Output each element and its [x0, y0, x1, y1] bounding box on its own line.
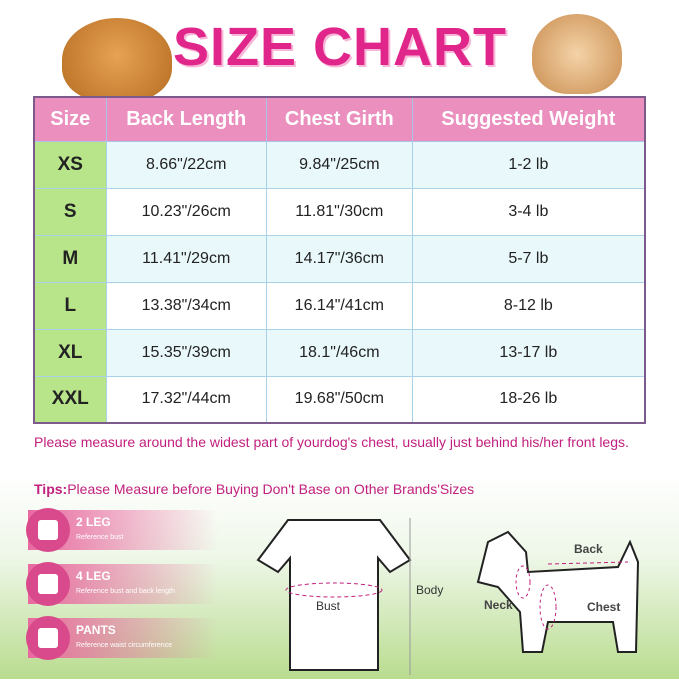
- measure-note: Please measure around the widest part of…: [34, 434, 629, 450]
- body-label: Body: [416, 583, 444, 597]
- weight-cell: 1-2 lb: [411, 140, 646, 189]
- jumpsuit-icon: [26, 562, 70, 606]
- weight-cell: 18-26 lb: [411, 375, 646, 424]
- size-cell: M: [33, 234, 107, 283]
- type-2-leg: 2 LEG Reference bust: [26, 508, 218, 552]
- header-weight: Suggested Weight: [411, 96, 646, 142]
- back-cell: 11.41"/29cm: [105, 234, 267, 283]
- size-table: Size Back Length Chest Girth Suggested W…: [33, 96, 646, 424]
- chest-cell: 19.68"/50cm: [265, 375, 413, 424]
- size-cell: S: [33, 187, 107, 236]
- size-cell: XXL: [33, 375, 107, 424]
- header-size: Size: [33, 96, 107, 142]
- page-title: SIZE CHART: [173, 17, 507, 77]
- header-back-length: Back Length: [105, 96, 267, 142]
- back-cell: 15.35"/39cm: [105, 328, 267, 377]
- pants-icon: [26, 616, 70, 660]
- bust-label: Bust: [316, 599, 341, 613]
- weight-cell: 5-7 lb: [411, 234, 646, 283]
- tips-line: Tips:Please Measure before Buying Don't …: [34, 480, 474, 498]
- size-cell: L: [33, 281, 107, 330]
- weight-cell: 3-4 lb: [411, 187, 646, 236]
- puppy-photo: [532, 14, 622, 94]
- neck-label: Neck: [484, 598, 513, 612]
- table-row: M 11.41"/29cm 14.17"/36cm 5-7 lb: [33, 234, 646, 283]
- table-row: XXL 17.32"/44cm 19.68"/50cm 18-26 lb: [33, 375, 646, 424]
- back-cell: 17.32"/44cm: [105, 375, 267, 424]
- tips-text: Please Measure before Buying Don't Base …: [67, 481, 475, 497]
- type-pants: PANTS Reference waist circumference: [26, 616, 218, 660]
- chest-cell: 14.17"/36cm: [265, 234, 413, 283]
- shirt-icon: [26, 508, 70, 552]
- chest-cell: 18.1"/46cm: [265, 328, 413, 377]
- table-row: S 10.23"/26cm 11.81"/30cm 3-4 lb: [33, 187, 646, 236]
- chest-cell: 11.81"/30cm: [265, 187, 413, 236]
- type-4-leg: 4 LEG Reference bust and back length: [26, 562, 218, 606]
- size-cell: XL: [33, 328, 107, 377]
- dog-diagram: [476, 530, 640, 653]
- chest-label: Chest: [587, 600, 621, 614]
- golden-retriever-photo: [62, 18, 172, 102]
- back-label: Back: [574, 542, 603, 556]
- tips-label: Tips:: [34, 481, 68, 497]
- weight-cell: 8-12 lb: [411, 281, 646, 330]
- header-chest-girth: Chest Girth: [265, 96, 413, 142]
- chest-cell: 9.84"/25cm: [265, 140, 413, 189]
- shirt-diagram: [256, 518, 412, 675]
- back-cell: 8.66"/22cm: [105, 140, 267, 189]
- table-row: XL 15.35"/39cm 18.1"/46cm 13-17 lb: [33, 328, 646, 377]
- weight-cell: 13-17 lb: [411, 328, 646, 377]
- table-row: L 13.38"/34cm 16.14"/41cm 8-12 lb: [33, 281, 646, 330]
- back-cell: 10.23"/26cm: [105, 187, 267, 236]
- table-header: Size Back Length Chest Girth Suggested W…: [33, 96, 646, 142]
- back-cell: 13.38"/34cm: [105, 281, 267, 330]
- chest-cell: 16.14"/41cm: [265, 281, 413, 330]
- table-row: XS 8.66"/22cm 9.84"/25cm 1-2 lb: [33, 140, 646, 189]
- size-cell: XS: [33, 140, 107, 189]
